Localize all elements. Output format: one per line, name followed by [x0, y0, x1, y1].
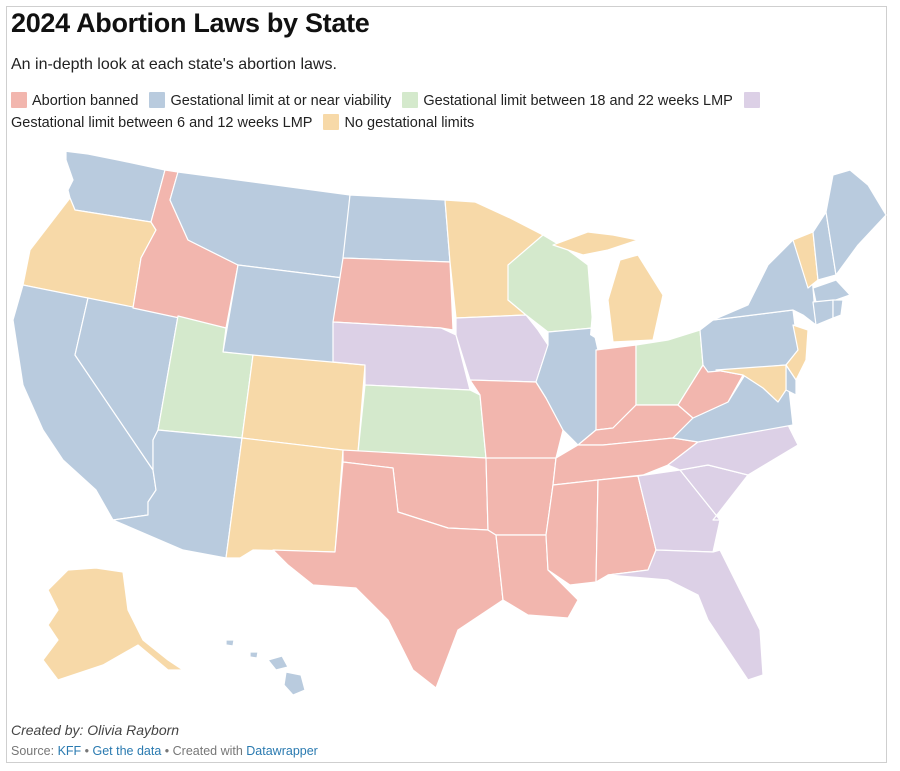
- state-IL[interactable]: [535, 327, 599, 446]
- state-ME[interactable]: [825, 169, 887, 276]
- state-SD[interactable]: [332, 257, 454, 331]
- legend: Abortion banned Gestational limit at or …: [11, 90, 771, 134]
- legend-swatch: [402, 92, 419, 108]
- state-AR[interactable]: [485, 457, 557, 536]
- state-MS[interactable]: [545, 479, 599, 586]
- state-KS[interactable]: [357, 384, 487, 459]
- us-state-map: [12, 149, 887, 696]
- legend-label: Gestational limit at or near viability: [170, 93, 392, 109]
- created-by: Created by: Olivia Rayborn: [11, 722, 180, 738]
- state-HI[interactable]: [225, 639, 306, 696]
- state-ND[interactable]: [342, 194, 451, 263]
- state-AK[interactable]: [42, 567, 184, 681]
- lake-michigan: [590, 258, 608, 340]
- source-link[interactable]: KFF: [57, 744, 82, 758]
- state-IA[interactable]: [455, 314, 549, 383]
- legend-item-18-22-weeks[interactable]: Gestational limit between 18 and 22 week…: [402, 92, 733, 109]
- chart-footer: Source: KFF • Get the data • Created wit…: [11, 744, 318, 758]
- legend-label: Gestational limit between 18 and 22 week…: [423, 93, 733, 109]
- legend-label: Abortion banned: [32, 93, 139, 109]
- state-CO[interactable]: [241, 354, 366, 453]
- state-MI[interactable]: [552, 231, 664, 343]
- legend-item-viability[interactable]: Gestational limit at or near viability: [149, 92, 392, 109]
- chart-title: 2024 Abortion Laws by State: [11, 8, 370, 38]
- state-FL[interactable]: [607, 549, 764, 681]
- legend-item-6-12-weeks[interactable]: Gestational limit between 6 and 12 weeks…: [11, 92, 765, 131]
- datawrapper-link[interactable]: Datawrapper: [246, 744, 318, 758]
- legend-label: No gestational limits: [344, 115, 475, 131]
- state-WY[interactable]: [222, 264, 344, 366]
- source-label: Source:: [11, 744, 58, 758]
- state-CT[interactable]: [812, 299, 834, 326]
- get-the-data-link[interactable]: Get the data: [92, 744, 162, 758]
- chart-subtitle: An in-depth look at each state's abortio…: [11, 56, 337, 73]
- state-RI[interactable]: [832, 299, 844, 319]
- state-TX[interactable]: [272, 461, 504, 689]
- state-MA[interactable]: [812, 279, 851, 303]
- created-with-label: • Created with: [161, 744, 247, 758]
- legend-swatch: [743, 92, 760, 108]
- legend-item-no-limits[interactable]: No gestational limits: [323, 114, 475, 131]
- footer-separator: •: [81, 744, 93, 758]
- state-NM[interactable]: [225, 437, 344, 559]
- legend-swatch: [11, 92, 27, 108]
- state-GA[interactable]: [637, 469, 721, 553]
- legend-label: Gestational limit between 6 and 12 weeks…: [11, 115, 313, 131]
- state-MD[interactable]: [715, 364, 787, 403]
- legend-swatch: [323, 114, 340, 130]
- legend-item-banned[interactable]: Abortion banned: [11, 92, 139, 109]
- legend-swatch: [149, 92, 166, 108]
